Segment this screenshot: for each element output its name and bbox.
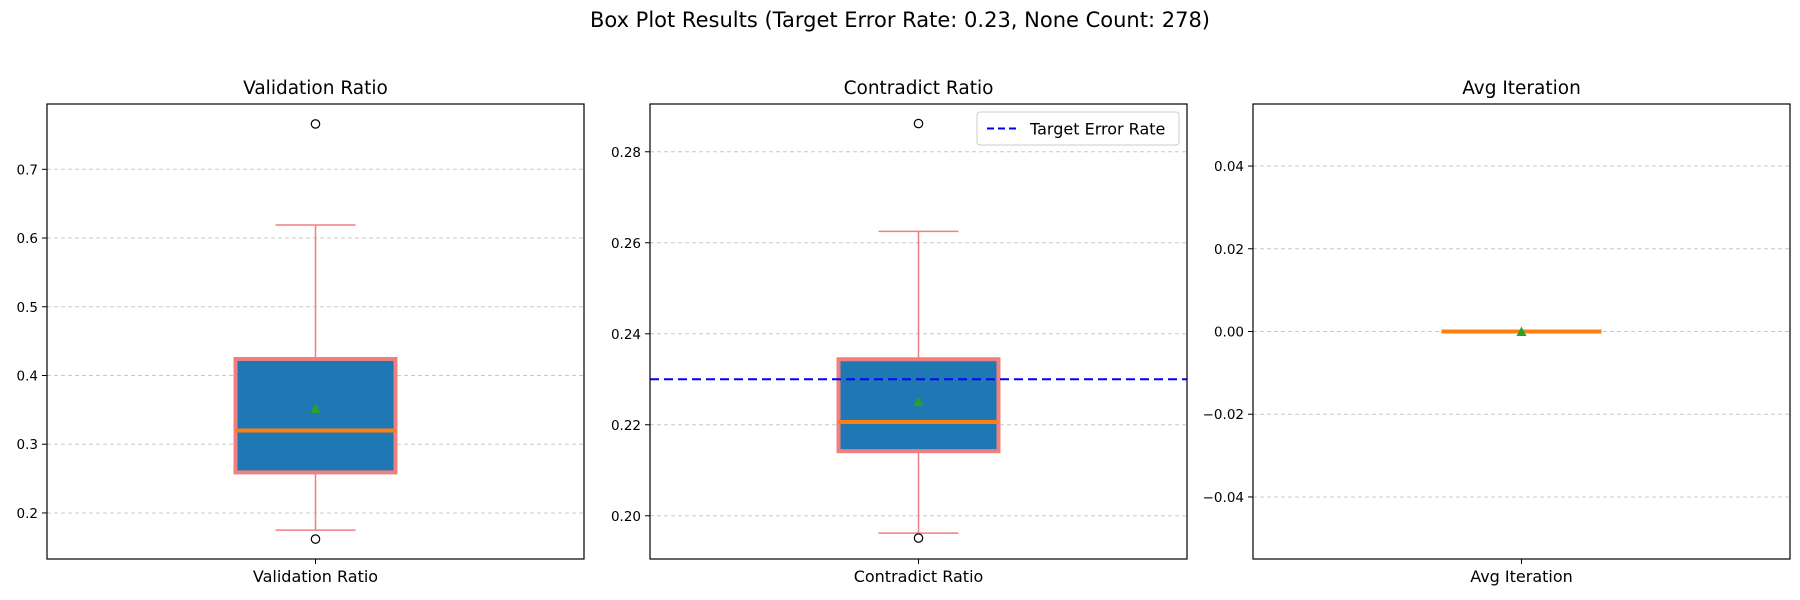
x-tick-label: Contradict Ratio xyxy=(854,567,984,586)
mean-marker xyxy=(310,403,321,413)
y-tick-label: 0.2 xyxy=(17,506,38,522)
y-tick-label: 0.28 xyxy=(611,145,641,161)
y-tick-label: −0.02 xyxy=(1203,407,1244,423)
y-tick-label: 0.22 xyxy=(611,418,641,434)
y-tick-label: 0.4 xyxy=(17,368,38,384)
x-tick-label: Validation Ratio xyxy=(253,567,378,586)
y-tick-label: 0.6 xyxy=(17,231,38,247)
subplots: 0.2 0.3 0.4 0.5 0.6 0.7 Validation Ratio Valida… xyxy=(17,78,1791,586)
figure-title: Box Plot Results (Target Error Rate: 0.2… xyxy=(590,8,1210,32)
outlier-point xyxy=(913,118,924,129)
subplot-1: 0.2 0.3 0.4 0.5 0.6 0.7 Validation Ratio Valida… xyxy=(17,78,585,586)
subplot-title: Avg Iteration xyxy=(1462,78,1581,99)
y-tick-label: 0.24 xyxy=(611,327,641,343)
y-tick-label: 0.04 xyxy=(1214,159,1244,175)
outlier-point xyxy=(310,119,321,129)
x-tick-label: Avg Iteration xyxy=(1470,567,1573,586)
y-tick-label: 0.02 xyxy=(1214,242,1244,258)
legend-frame xyxy=(976,111,1180,146)
y-tick-label: 0.26 xyxy=(611,236,641,252)
mean-marker xyxy=(1516,326,1527,336)
y-tick-label: 0.5 xyxy=(17,300,38,316)
legend-label: Target Error Rate xyxy=(1029,120,1165,139)
legend: Target Error Rate xyxy=(976,111,1180,146)
outlier-point xyxy=(913,533,924,543)
y-tick-label: 0.00 xyxy=(1214,325,1244,341)
y-tick-label: 0.7 xyxy=(17,162,38,178)
outlier-point xyxy=(310,534,321,544)
mean-marker xyxy=(913,396,924,407)
y-tick-label: 0.3 xyxy=(17,437,38,453)
y-tick-label: −0.04 xyxy=(1203,490,1244,506)
subplot-3: −0.04 −0.02 0.00 0.02 0.04 Avg Iteration Avg I… xyxy=(1203,78,1791,586)
subplot-2: 0.20 0.22 0.24 0.26 0.28 Target Error Rate Con… xyxy=(611,78,1188,586)
y-tick-label: 0.20 xyxy=(611,509,641,525)
subplot-title: Contradict Ratio xyxy=(844,78,994,99)
box-iqr xyxy=(233,356,398,475)
subplot-title: Validation Ratio xyxy=(243,78,388,99)
